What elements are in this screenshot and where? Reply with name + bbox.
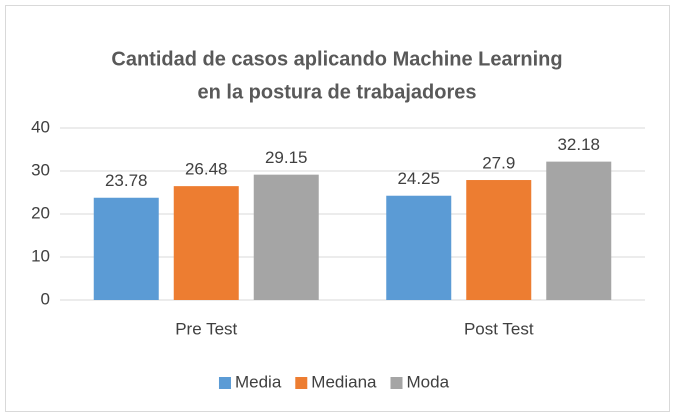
data-label: 24.25 — [397, 169, 440, 188]
data-label: 32.18 — [557, 135, 600, 154]
legend-swatch — [295, 377, 308, 389]
legend-label: Mediana — [311, 372, 377, 391]
bar — [386, 195, 452, 300]
bar — [173, 186, 239, 300]
data-label: 23.78 — [105, 171, 148, 190]
y-tick-label: 40 — [31, 117, 50, 136]
y-tick-label: 10 — [31, 246, 50, 265]
y-tick-label: 20 — [31, 203, 50, 222]
y-tick-label: 0 — [41, 289, 50, 308]
legend-swatch — [390, 377, 403, 389]
data-label: 27.9 — [482, 154, 515, 173]
data-label: 29.15 — [265, 148, 308, 167]
data-label: 26.48 — [185, 160, 228, 179]
legend-label: Media — [235, 372, 282, 391]
y-tick-label: 30 — [31, 160, 50, 179]
bar — [93, 197, 159, 300]
chart-title: Cantidad de casos aplicando Machine Lear… — [111, 48, 562, 70]
legend-swatch — [218, 377, 231, 389]
x-tick-label: Post Test — [464, 319, 534, 338]
bar — [466, 180, 532, 300]
chart-title: en la postura de trabajadores — [198, 81, 477, 103]
x-tick-label: Pre Test — [175, 319, 237, 338]
bar — [546, 161, 612, 300]
bar — [253, 174, 319, 300]
legend-label: Moda — [407, 372, 450, 391]
